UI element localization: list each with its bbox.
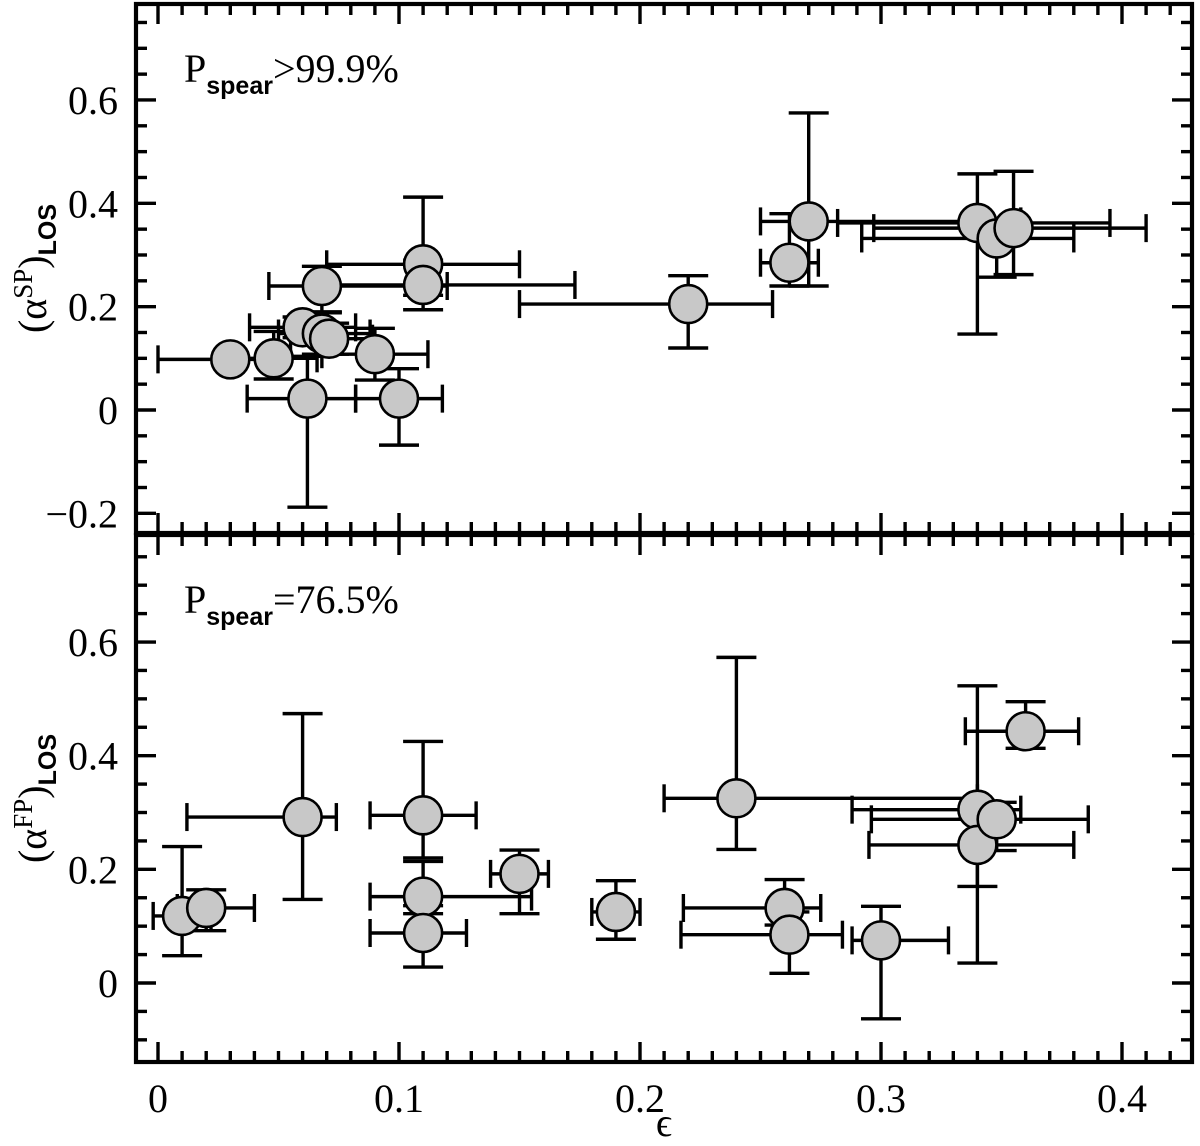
x-tick-label: 0.2: [615, 1076, 665, 1121]
y-label-subscript: LOS: [34, 204, 62, 255]
data-marker: [402, 795, 444, 836]
data-marker: [499, 853, 540, 895]
data-marker: [788, 201, 830, 242]
y-label-open: (α: [10, 299, 55, 333]
data-marker: [667, 283, 709, 325]
svg-text:(αFP)LOS: (αFP)LOS: [8, 734, 62, 863]
x-tick-label: 0.4: [1097, 1076, 1147, 1121]
panel-top: −0.2 0 0.2 0.4 0.6 (αSP)LOS Pspear>99.9%: [8, 1, 1195, 536]
x-tick-label: 0: [148, 1076, 168, 1121]
data-marker: [976, 799, 1017, 840]
annotation-p: P: [184, 46, 206, 91]
data-marker: [860, 920, 902, 961]
data-marker: [210, 339, 251, 380]
annotation-p: P: [184, 577, 206, 622]
y-label-close: ): [10, 255, 55, 268]
annotation-subscript: spear: [206, 603, 273, 631]
data-marker: [308, 318, 350, 359]
annotation-subscript: spear: [206, 72, 273, 100]
data-marker: [282, 796, 323, 838]
data-marker: [595, 891, 637, 933]
data-layer: [156, 111, 1148, 509]
y-tick-label: 0.4: [68, 181, 118, 226]
data-marker: [993, 207, 1034, 249]
y-tick-label: −0.2: [45, 491, 118, 536]
y-tick-label: 0.6: [68, 620, 118, 665]
data-marker: [378, 378, 420, 419]
y-label-subscript: LOS: [34, 734, 62, 785]
y-label-close: ): [10, 785, 55, 798]
data-marker: [253, 338, 294, 379]
data-marker: [301, 265, 343, 307]
y-label-superscript: FP: [8, 799, 38, 829]
panel-annotation: Pspear>99.9%: [184, 46, 399, 100]
y-label-superscript: SP: [8, 269, 38, 299]
y-tick-label: 0.2: [68, 847, 118, 892]
y-tick-label: 0.2: [68, 285, 118, 330]
data-layer: [151, 655, 1090, 1021]
annotation-value: =76.5%: [273, 577, 399, 622]
y-tick-label: 0: [98, 388, 118, 433]
figure-labels: 0 0.1 0.2 0.3 0.4 ϵ: [148, 1076, 1147, 1145]
svg-text:(αSP)LOS: (αSP)LOS: [8, 204, 62, 333]
y-tick-label: 0.6: [68, 78, 118, 123]
data-marker: [402, 876, 444, 917]
y-label-open: (α: [10, 829, 55, 863]
data-marker: [185, 887, 227, 929]
data-marker: [769, 914, 810, 955]
panel-bottom: 0 0.2 0.4 0.6 (αFP)LOS Pspear=76.5%: [8, 532, 1195, 1065]
y-axis-label: (αFP)LOS: [8, 734, 62, 863]
data-marker: [716, 778, 757, 819]
y-tick-label: 0.4: [68, 734, 118, 779]
x-axis-label: ϵ: [656, 1100, 672, 1145]
data-marker: [1005, 710, 1046, 752]
data-marker: [287, 378, 328, 419]
data-marker: [354, 333, 396, 375]
annotation-value: >99.9%: [273, 46, 399, 91]
x-tick-label: 0.1: [374, 1076, 424, 1121]
data-marker: [402, 264, 444, 306]
x-tick-label: 0.3: [856, 1076, 906, 1121]
data-marker: [769, 242, 810, 284]
data-marker: [402, 912, 444, 954]
y-axis-label: (αSP)LOS: [8, 204, 62, 333]
y-tick-label: 0: [98, 961, 118, 1006]
panel-annotation: Pspear=76.5%: [184, 577, 399, 631]
